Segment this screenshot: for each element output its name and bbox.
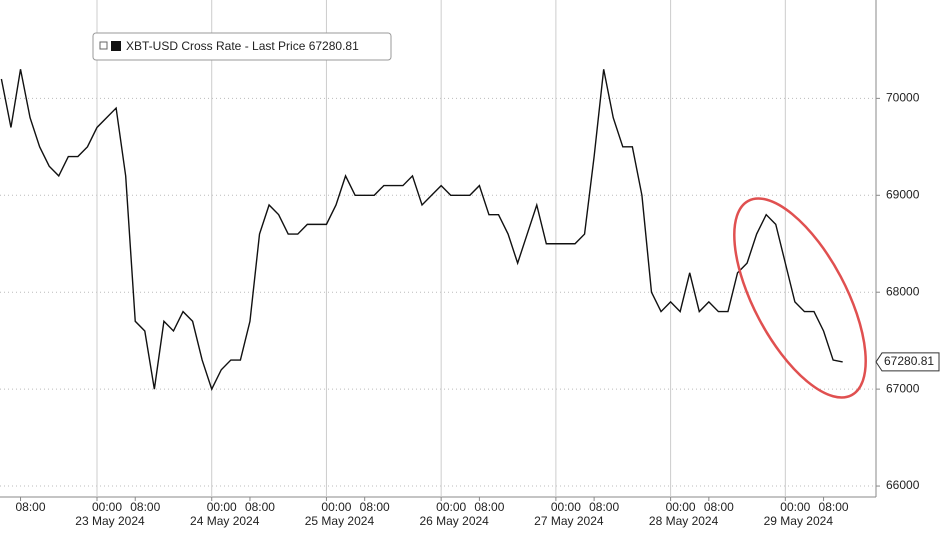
date-label: 26 May 2024 bbox=[419, 514, 489, 528]
date-label: 25 May 2024 bbox=[305, 514, 375, 528]
y-tick-label: 67000 bbox=[886, 381, 920, 395]
x-tick-label: 00:00 bbox=[207, 500, 237, 514]
x-tick-label: 08:00 bbox=[704, 500, 734, 514]
date-label: 28 May 2024 bbox=[649, 514, 719, 528]
legend-swatch bbox=[111, 41, 121, 51]
y-tick-label: 66000 bbox=[886, 478, 920, 492]
x-tick-label: 00:00 bbox=[92, 500, 122, 514]
highlight-ellipse bbox=[733, 197, 867, 399]
price-line bbox=[0, 69, 843, 391]
date-label: 23 May 2024 bbox=[75, 514, 145, 528]
x-tick-label: 00:00 bbox=[551, 500, 581, 514]
x-tick-label: 08:00 bbox=[819, 500, 849, 514]
y-tick-label: 70000 bbox=[886, 91, 920, 105]
last-price-badge bbox=[875, 352, 940, 372]
legend-box bbox=[92, 32, 392, 61]
x-tick-label: 08:00 bbox=[130, 500, 160, 514]
x-tick-label: 00:00 bbox=[436, 500, 466, 514]
legend-toggle bbox=[99, 41, 108, 50]
date-label: 29 May 2024 bbox=[764, 514, 834, 528]
legend-label: XBT-USD Cross Rate - Last Price 67280.81 bbox=[126, 39, 359, 53]
x-tick-label: 08:00 bbox=[589, 500, 619, 514]
x-tick-label: 00:00 bbox=[780, 500, 810, 514]
date-label: 24 May 2024 bbox=[190, 514, 260, 528]
x-tick-label: 08:00 bbox=[245, 500, 275, 514]
x-tick-label: 00:00 bbox=[321, 500, 351, 514]
x-tick-label: 00:00 bbox=[666, 500, 696, 514]
x-tick-label: 08:00 bbox=[474, 500, 504, 514]
y-tick-label: 68000 bbox=[886, 284, 920, 298]
legend: XBT-USD Cross Rate - Last Price 67280.81 bbox=[92, 32, 392, 61]
x-tick-label: 08:00 bbox=[16, 500, 46, 514]
last-price-label: 67280.81 bbox=[884, 354, 934, 368]
x-tick-label: 08:00 bbox=[360, 500, 390, 514]
date-label: 27 May 2024 bbox=[534, 514, 604, 528]
y-tick-label: 69000 bbox=[886, 187, 920, 201]
